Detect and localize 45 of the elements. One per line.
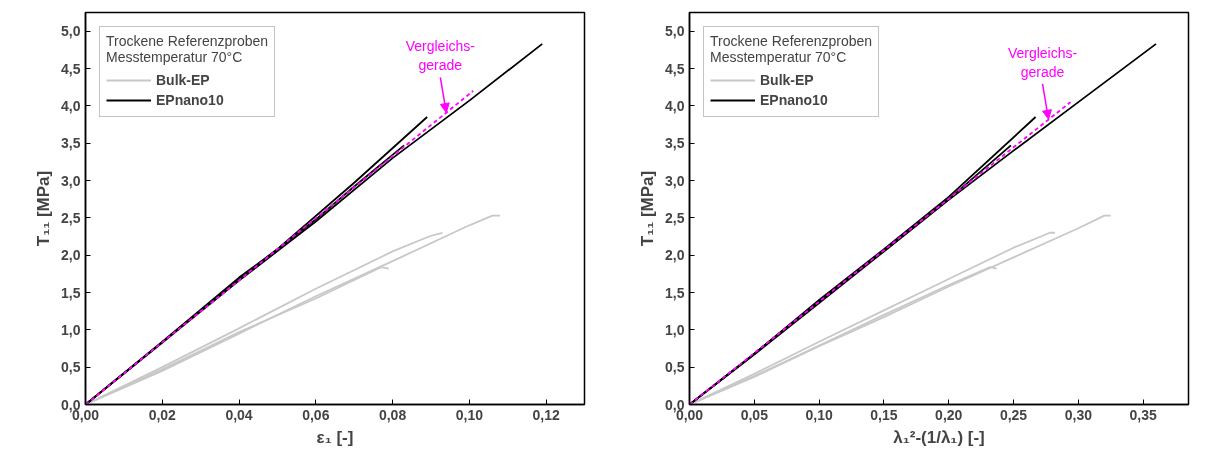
y-tick-label: 2,0 (61, 247, 81, 264)
legend-label: Bulk-EP (760, 72, 814, 88)
x-tick-label: 0,02 (148, 406, 177, 423)
x-tick-label: 0,08 (378, 406, 407, 423)
y-tick-label: 1,0 (61, 321, 81, 338)
y-tick-label: 1,0 (665, 321, 685, 338)
y-tick-label: 4,0 (665, 97, 685, 114)
y-tick-label: 1,5 (61, 284, 81, 301)
y-tick-label: 4,0 (61, 97, 81, 114)
x-axis-title: ε₁ [-] (316, 427, 354, 447)
y-tick-label: 3,0 (665, 172, 685, 189)
x-axis-title: λ₁²-(1/λ₁) [-] (893, 427, 985, 447)
legend-title: Trockene Referenzproben Messtemperatur 70°C (106, 33, 269, 65)
y-tick-label: 3,5 (61, 135, 81, 152)
x-tick-label: 0,20 (935, 406, 963, 423)
x-tick-label: 0,05 (740, 406, 769, 423)
x-tick-label: 0,06 (302, 406, 330, 423)
legend-label: EPnano10 (156, 92, 224, 108)
x-tick-label: 0,12 (532, 406, 560, 423)
y-tick-label: 3,5 (665, 135, 685, 152)
y-tick-label: 1,5 (665, 284, 685, 301)
y-axis-title: T₁₁ [MPa] (34, 170, 54, 247)
y-tick-label: 2,5 (61, 209, 81, 226)
x-tick-label: 0,35 (1129, 406, 1157, 423)
y-tick-label: 5,0 (665, 23, 685, 40)
legend-title: Trockene Referenzproben Messtemperatur 70°C (710, 33, 873, 65)
y-tick-label: 0,5 (61, 359, 81, 376)
annotation: Vergleichs- gerade (1007, 44, 1078, 80)
x-tick-label: 0,04 (225, 406, 253, 423)
x-tick-label: 0,10 (455, 406, 484, 423)
y-tick-label: 4,5 (665, 60, 685, 77)
y-axis-title: T₁₁ [MPa] (638, 170, 658, 247)
x-tick-label: 0,15 (870, 406, 898, 423)
annotation: Vergleichs- gerade (405, 38, 476, 74)
y-tick-label: 3,0 (61, 172, 81, 189)
legend-label: Bulk-EP (156, 72, 210, 88)
y-tick-label: 2,5 (665, 209, 685, 226)
legend-label: EPnano10 (760, 92, 828, 108)
y-tick-label: 4,5 (61, 60, 81, 77)
x-tick-label: 0,25 (999, 406, 1028, 423)
x-tick-label: 0,10 (805, 406, 833, 423)
y-tick-label: 2,0 (665, 247, 685, 264)
y-tick-label: 0,5 (665, 359, 685, 376)
x-tick-label: 0,30 (1064, 406, 1093, 423)
y-tick-label: 5,0 (61, 23, 81, 40)
